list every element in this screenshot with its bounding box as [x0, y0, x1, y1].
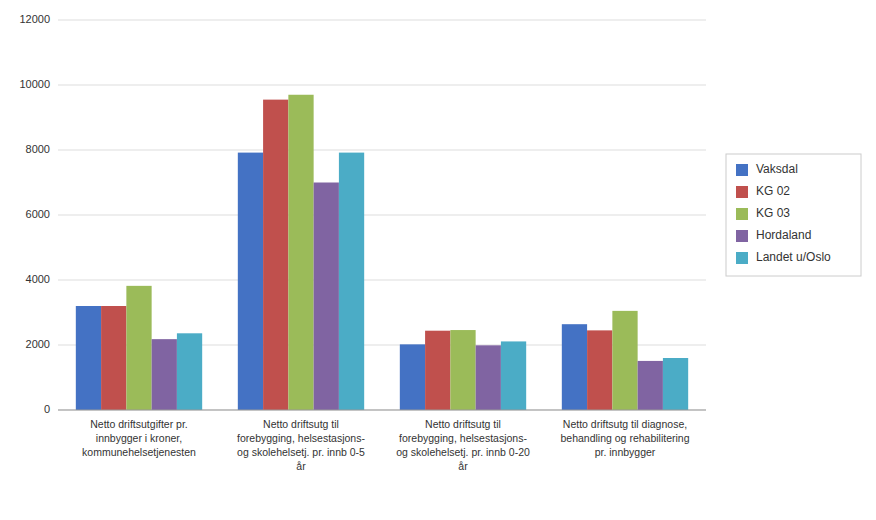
series	[152, 183, 663, 411]
y-tick-label: 0	[44, 403, 50, 415]
legend: Vaksdal KG 02 KG 03 Hordaland Landet u/Oslo	[726, 154, 861, 276]
y-tick-label: 10000	[19, 78, 50, 90]
bar	[638, 361, 663, 410]
legend-swatch	[736, 164, 748, 176]
legend-label: Hordaland	[756, 228, 811, 242]
x-tick-label-line: år	[458, 460, 468, 472]
x-tick-label-line: og skolehelsetj. pr. innb 0-20	[396, 446, 530, 458]
page: {"chart_data": { "type": "bar", "categor…	[0, 0, 876, 520]
grid-line	[58, 215, 706, 216]
bar	[612, 311, 637, 410]
x-tick-label-line: Netto driftsutg til	[425, 418, 501, 430]
x-tick-label-line: forebygging, helsestasjons-	[237, 432, 365, 444]
bar	[238, 153, 263, 410]
bar	[476, 345, 501, 410]
series	[101, 100, 612, 410]
x-tick-label: Netto driftsutgifter pr. innbygger i kron…	[82, 418, 196, 458]
legend-label: KG 03	[756, 206, 790, 220]
legend-label: Vaksdal	[756, 162, 798, 176]
x-tick-label-line: Netto driftsutg til	[263, 418, 339, 430]
bar	[76, 306, 101, 410]
x-tick-label: Netto driftsutg til forebygging, helsesta…	[237, 418, 365, 472]
grid-line	[58, 150, 706, 151]
x-tick-label: Netto driftsutg til diagnose, behandling …	[560, 418, 689, 458]
bar	[562, 324, 587, 410]
x-tick-label: Netto driftsutg til forebygging, helsesta…	[396, 418, 530, 472]
grid-line	[58, 20, 706, 21]
bar	[126, 286, 151, 410]
x-tick-label-line: forebygging, helsestasjons-	[399, 432, 527, 444]
grid-line	[58, 85, 706, 86]
bars	[76, 95, 688, 410]
grid-line	[58, 410, 706, 411]
legend-label: Landet u/Oslo	[756, 250, 831, 264]
x-tick-label-line: pr. innbygger	[595, 446, 656, 458]
x-tick-label-line: Netto driftsutgifter pr.	[90, 418, 187, 430]
x-tick-label-line: innbygger i kroner,	[96, 432, 182, 444]
x-tick-label-line: behandling og rehabilitering	[560, 432, 689, 444]
bar	[663, 358, 688, 410]
bar	[177, 333, 202, 410]
legend-swatch	[736, 186, 748, 198]
bar	[314, 183, 339, 411]
y-tick-label: 6000	[26, 208, 50, 220]
x-axis-line	[58, 410, 706, 411]
bar	[339, 153, 364, 410]
bar	[101, 306, 126, 410]
chart: 0 2000 4000 6000 8000 10000 12000 Netto driftsu…	[0, 0, 876, 520]
bar	[450, 330, 475, 410]
y-tick-label: 12000	[19, 13, 50, 25]
legend-swatch	[736, 252, 748, 264]
bar	[425, 331, 450, 410]
grid-line	[58, 280, 706, 281]
x-tick-label-line: kommunehelsetjenesten	[82, 446, 196, 458]
x-tick-label-line: Netto driftsutg til diagnose,	[563, 418, 687, 430]
legend-swatch	[736, 230, 748, 242]
bar	[263, 100, 288, 410]
legend-box	[726, 154, 861, 276]
x-tick-label-line: og skolehelsetj. pr. innb 0-5	[237, 446, 365, 458]
y-tick-label: 8000	[26, 143, 50, 155]
x-tick-label-line: år	[296, 460, 306, 472]
bar	[288, 95, 313, 410]
y-tick-label: 4000	[26, 273, 50, 285]
y-tick-label: 2000	[26, 338, 50, 350]
series	[126, 95, 637, 410]
series	[177, 153, 688, 410]
y-axis: 0 2000 4000 6000 8000 10000 12000	[19, 13, 706, 415]
bar	[400, 344, 425, 410]
bar	[501, 341, 526, 410]
x-axis: Netto driftsutgifter pr. innbygger i kron…	[82, 418, 690, 472]
bar	[587, 330, 612, 410]
legend-label: KG 02	[756, 184, 790, 198]
chart-container: 0 2000 4000 6000 8000 10000 12000 Netto driftsu…	[0, 0, 876, 520]
bar	[152, 339, 177, 410]
series	[76, 153, 587, 410]
legend-swatch	[736, 208, 748, 220]
